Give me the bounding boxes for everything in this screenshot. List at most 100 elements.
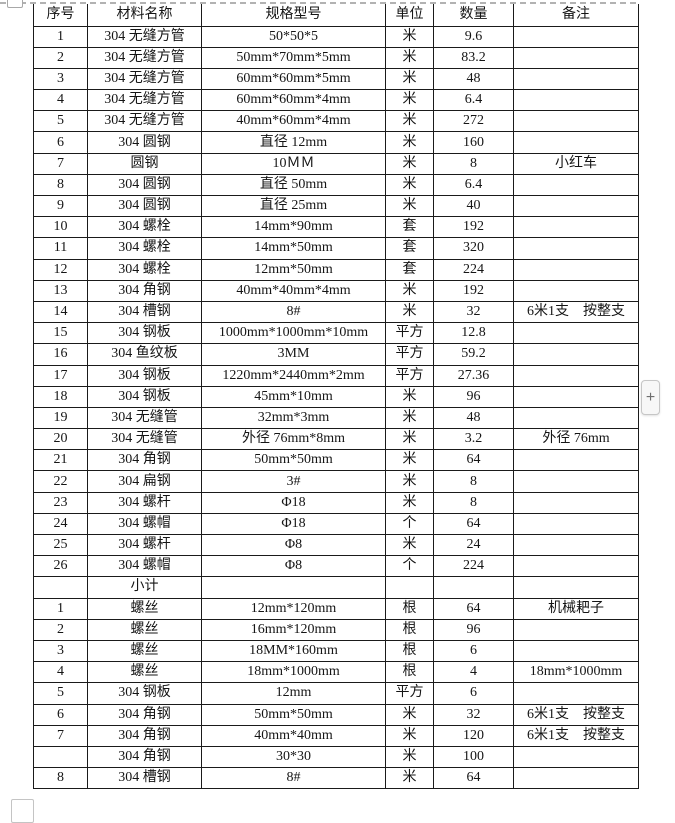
cell-spec[interactable]: 45mm*10mm (201, 385, 386, 408)
cell-spec[interactable]: 18mm*1000mm (201, 661, 386, 684)
cell-name[interactable]: 圆钢 (87, 152, 202, 175)
cell-spec[interactable]: 50*50*5 (201, 25, 386, 48)
cell-spec[interactable]: 40mm*60mm*4mm (201, 110, 386, 133)
cell-spec[interactable]: 60mm*60mm*5mm (201, 67, 386, 91)
cell-name[interactable]: 304 鱼纹板 (87, 343, 202, 366)
cell-no[interactable]: 11 (33, 237, 88, 260)
cell-unit[interactable]: 米 (385, 131, 434, 154)
cell-qty[interactable]: 6 (433, 639, 514, 663)
cell-spec[interactable]: 30*30 (201, 745, 386, 769)
cell-no[interactable]: 8 (33, 767, 88, 790)
cell-note[interactable] (513, 25, 639, 48)
cell-spec[interactable]: Φ18 (201, 512, 386, 536)
cell-no[interactable]: 23 (33, 491, 88, 514)
cell-qty[interactable]: 8 (433, 491, 514, 514)
cell-note[interactable]: 6米1支 按整支 (513, 703, 639, 726)
cell-note[interactable]: 机械耙子 (513, 597, 639, 620)
cell-name[interactable]: 304 槽钢 (87, 767, 202, 790)
cell-note[interactable] (513, 491, 639, 514)
cell-unit[interactable]: 套 (385, 216, 434, 239)
cell-no[interactable]: 25 (33, 533, 88, 557)
cell-spec[interactable]: 直径 50mm (201, 173, 386, 197)
cell-unit[interactable]: 根 (385, 661, 434, 684)
cell-unit[interactable]: 米 (385, 173, 434, 197)
cell-note[interactable] (513, 576, 639, 599)
cell-spec[interactable]: 14mm*90mm (201, 216, 386, 239)
cell-name[interactable]: 304 圆钢 (87, 131, 202, 154)
cell-spec[interactable]: 3# (201, 470, 386, 493)
cell-unit[interactable]: 米 (385, 428, 434, 451)
cell-unit[interactable]: 平方 (385, 364, 434, 387)
cell-qty[interactable]: 224 (433, 555, 514, 578)
cell-spec[interactable]: 50mm*50mm (201, 703, 386, 726)
cell-qty[interactable]: 8 (433, 470, 514, 493)
cell-qty[interactable]: 8 (433, 152, 514, 175)
cell-unit[interactable]: 平方 (385, 322, 434, 345)
cell-no[interactable]: 22 (33, 470, 88, 493)
cell-name[interactable]: 304 螺杆 (87, 491, 202, 514)
cell-name[interactable]: 304 无缝方管 (87, 46, 202, 69)
cell-spec[interactable]: 18MM*160mm (201, 639, 386, 663)
cell-no[interactable]: 21 (33, 449, 88, 472)
cell-note[interactable] (513, 745, 639, 769)
cell-note[interactable]: 18mm*1000mm (513, 661, 639, 684)
cell-no[interactable]: 17 (33, 364, 88, 387)
cell-no[interactable]: 1 (33, 597, 88, 620)
cell-no[interactable]: 18 (33, 385, 88, 408)
cell-no[interactable]: 6 (33, 131, 88, 154)
column-header-unit[interactable]: 单位 (385, 4, 434, 27)
cell-no[interactable]: 20 (33, 428, 88, 451)
cell-unit[interactable]: 米 (385, 724, 434, 747)
cell-unit[interactable]: 米 (385, 449, 434, 472)
cell-spec[interactable]: 直径 25mm (201, 194, 386, 218)
cell-no[interactable]: 7 (33, 152, 88, 175)
cell-qty[interactable]: 48 (433, 406, 514, 430)
cell-name[interactable]: 304 螺栓 (87, 237, 202, 260)
cell-no[interactable] (33, 576, 88, 599)
cell-spec[interactable]: 8# (201, 767, 386, 790)
cell-spec[interactable]: 50mm*70mm*5mm (201, 46, 386, 69)
cell-note[interactable] (513, 173, 639, 197)
cell-qty[interactable]: 59.2 (433, 343, 514, 366)
cell-spec[interactable]: Φ8 (201, 533, 386, 557)
cell-unit[interactable]: 米 (385, 745, 434, 769)
cell-no[interactable]: 14 (33, 300, 88, 324)
cell-spec[interactable]: 40mm*40mm*4mm (201, 279, 386, 302)
cell-unit[interactable]: 米 (385, 470, 434, 493)
cell-name[interactable]: 304 螺帽 (87, 555, 202, 578)
cell-spec[interactable]: 3MM (201, 343, 386, 366)
cell-spec[interactable]: 12mm*120mm (201, 597, 386, 620)
cell-unit[interactable]: 米 (385, 46, 434, 69)
cell-note[interactable] (513, 639, 639, 663)
cell-unit[interactable]: 米 (385, 406, 434, 430)
cell-unit[interactable]: 米 (385, 385, 434, 408)
cell-qty[interactable]: 64 (433, 767, 514, 790)
cell-spec[interactable]: 外径 76mm*8mm (201, 428, 386, 451)
cell-spec[interactable]: Φ18 (201, 491, 386, 514)
cell-note[interactable] (513, 512, 639, 536)
cell-unit[interactable]: 根 (385, 639, 434, 663)
cell-qty[interactable]: 64 (433, 597, 514, 620)
cell-note[interactable] (513, 618, 639, 641)
cell-note[interactable] (513, 364, 639, 387)
cell-note[interactable] (513, 767, 639, 790)
cell-note[interactable] (513, 110, 639, 133)
cell-unit[interactable]: 米 (385, 767, 434, 790)
cell-unit[interactable]: 个 (385, 512, 434, 536)
cell-unit[interactable]: 套 (385, 258, 434, 281)
cell-name[interactable]: 螺丝 (87, 639, 202, 663)
cell-note[interactable] (513, 194, 639, 218)
cell-note[interactable]: 6米1支 按整支 (513, 724, 639, 747)
cell-name[interactable]: 304 圆钢 (87, 173, 202, 197)
cell-note[interactable] (513, 385, 639, 408)
column-header-note[interactable]: 备注 (513, 4, 639, 27)
cell-note[interactable] (513, 322, 639, 345)
cell-qty[interactable]: 32 (433, 703, 514, 726)
cell-name[interactable]: 304 钢板 (87, 385, 202, 408)
cell-unit[interactable]: 米 (385, 491, 434, 514)
cell-name[interactable]: 304 扁钢 (87, 470, 202, 493)
cell-qty[interactable]: 320 (433, 237, 514, 260)
cell-name[interactable]: 螺丝 (87, 618, 202, 641)
cell-unit[interactable]: 米 (385, 110, 434, 133)
cell-qty[interactable]: 40 (433, 194, 514, 218)
